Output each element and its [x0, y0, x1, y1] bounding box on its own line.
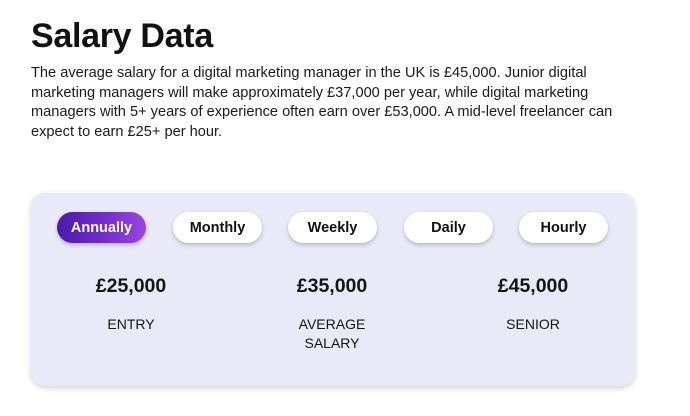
salary-average: £35,000 AVERAGE SALARY: [252, 273, 412, 353]
salary-level-label: AVERAGE SALARY: [298, 316, 366, 351]
salary-amount: £35,000: [296, 275, 368, 297]
salary-description: The average salary for a digital marketi…: [31, 65, 613, 140]
tab-daily[interactable]: Daily: [404, 212, 493, 243]
tab-weekly[interactable]: Weekly: [288, 212, 377, 243]
salary-entry: £25,000 ENTRY: [51, 273, 211, 334]
salary-amount: £45,000: [497, 275, 569, 297]
tab-monthly[interactable]: Monthly: [173, 212, 262, 243]
tab-annually[interactable]: Annually: [57, 212, 146, 243]
tab-hourly[interactable]: Hourly: [519, 212, 608, 243]
salary-senior: £45,000 SENIOR: [453, 273, 613, 334]
salary-level-label: SENIOR: [506, 316, 560, 332]
salary-level-label: ENTRY: [107, 316, 155, 332]
salary-card: Annually Monthly Weekly Daily Hourly £25…: [31, 193, 635, 386]
salary-amount: £25,000: [95, 275, 167, 297]
page-title: Salary Data: [31, 17, 213, 55]
